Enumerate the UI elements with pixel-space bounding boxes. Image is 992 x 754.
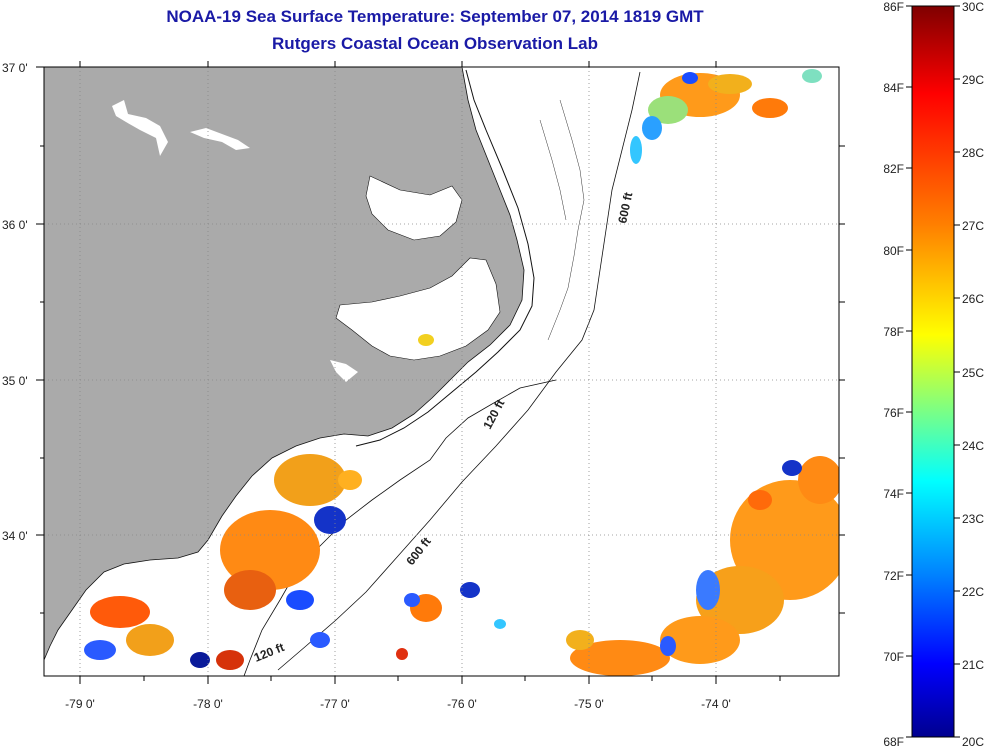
contour-600ft [277,71,641,671]
graticule [44,67,839,676]
colorbar-f-label-70: 70F [883,650,904,664]
colorbar-c-label-24: 24C [962,439,984,453]
colorbar-c-label-21: 21C [962,658,984,672]
contour-label-600ft-north: 600 ft [615,191,635,225]
colorbar-f-label-84: 84F [883,81,904,95]
river-estuary-south [330,360,358,382]
map-title: NOAA-19 Sea Surface Temperature: Septemb… [166,7,704,26]
colorbar-f-label-80: 80F [883,244,904,258]
tick-marks [36,61,845,684]
colorbar-f-label-74: 74F [883,487,904,501]
colorbar-c-label-30: 30C [962,0,984,14]
colorbar-ticks [906,5,960,738]
colorbar-c-label-26: 26C [962,292,984,306]
colorbar-c-label-23: 23C [962,512,984,526]
sst-patch-offshore [396,334,506,660]
contour-shelf-detail [539,99,585,341]
river-estuary-north [112,100,168,156]
colorbar-f-label-82: 82F [883,162,904,176]
colorbar-c-label-27: 27C [962,219,984,233]
lon-label-75: -75 0' [574,697,604,711]
lat-label-35: 35 0' [2,374,28,388]
lon-label-74: -74 0' [701,697,731,711]
colorbar-f-label-86: 86F [883,0,904,14]
colorbar-c-label-29: 29C [962,73,984,87]
albemarle-sound [365,175,463,241]
lat-label-37: 37 0' [2,61,28,75]
colorbar-c-label-22: 22C [962,585,984,599]
lon-label-79: -79 0' [65,697,95,711]
sst-patch-southeast [566,456,839,676]
contour-120ft [243,379,557,676]
lat-label-34: 34 0' [2,529,28,543]
barrier-islands [355,69,535,447]
colorbar-f-label-76: 76F [883,406,904,420]
lon-label-76: -76 0' [447,697,477,711]
sst-patch-southwest [84,454,362,670]
colorbar [911,5,955,738]
lon-label-78: -78 0' [193,697,223,711]
river-estuary-2 [190,128,250,150]
colorbar-c-label-25: 25C [962,366,984,380]
colorbar-f-label-68: 68F [883,735,904,749]
lon-label-77: -77 0' [320,697,350,711]
pamlico-sound [335,257,501,361]
colorbar-f-label-78: 78F [883,325,904,339]
lat-label-36: 36 0' [2,218,28,232]
map-subtitle: Rutgers Coastal Ocean Observation Lab [272,34,598,53]
map-frame [43,66,840,677]
colorbar-c-label-28: 28C [962,146,984,160]
sst-patch-north [630,69,822,164]
colorbar-c-label-20: 20C [962,735,984,749]
colorbar-f-label-72: 72F [883,569,904,583]
